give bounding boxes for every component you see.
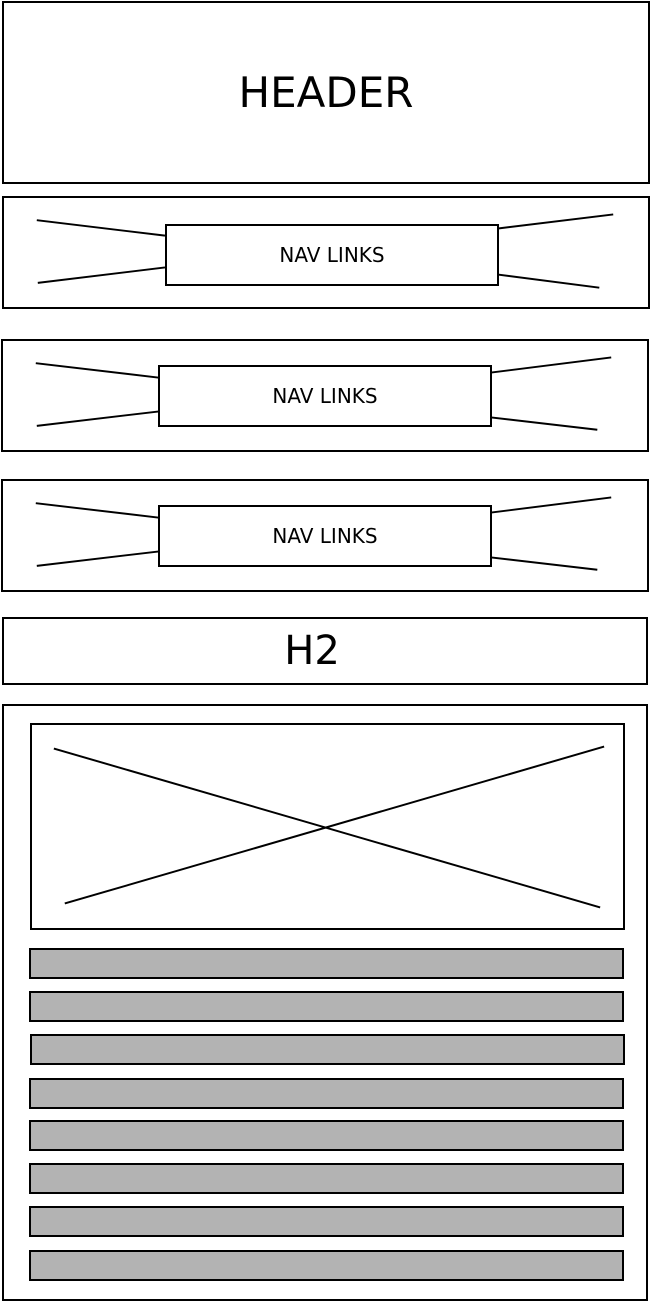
- text-line-placeholder: [29, 1120, 624, 1151]
- text-line-placeholder: [29, 1250, 624, 1281]
- text-line-placeholder: [29, 1206, 624, 1237]
- section-heading: H2: [284, 628, 340, 674]
- nav-placeholder-lines: [35, 356, 612, 431]
- text-line-placeholder: [29, 948, 624, 979]
- nav-links-button[interactable]: NAV LINKS: [158, 505, 492, 567]
- image-placeholder: [30, 723, 625, 930]
- text-line-placeholder: [29, 1163, 624, 1194]
- nav-bar-2: NAV LINKS: [1, 339, 649, 452]
- nav-placeholder-lines: [36, 213, 614, 289]
- nav-links-button[interactable]: NAV LINKS: [158, 365, 492, 427]
- nav-bar-1: NAV LINKS: [2, 196, 650, 309]
- nav-links-label: NAV LINKS: [272, 524, 378, 548]
- text-line-placeholder: [29, 991, 624, 1022]
- section-heading-block: H2: [2, 617, 648, 685]
- text-line-placeholder: [29, 1078, 624, 1109]
- nav-placeholder-lines: [35, 496, 612, 571]
- content-block: [2, 704, 648, 1301]
- header-title: HEADER: [238, 68, 414, 117]
- nav-links-label: NAV LINKS: [279, 243, 385, 267]
- text-line-placeholder: [30, 1034, 625, 1065]
- header-block: HEADER: [2, 1, 650, 184]
- nav-links-button[interactable]: NAV LINKS: [165, 224, 499, 286]
- nav-bar-3: NAV LINKS: [1, 479, 649, 592]
- nav-links-label: NAV LINKS: [272, 384, 378, 408]
- image-placeholder-cross: [53, 745, 605, 909]
